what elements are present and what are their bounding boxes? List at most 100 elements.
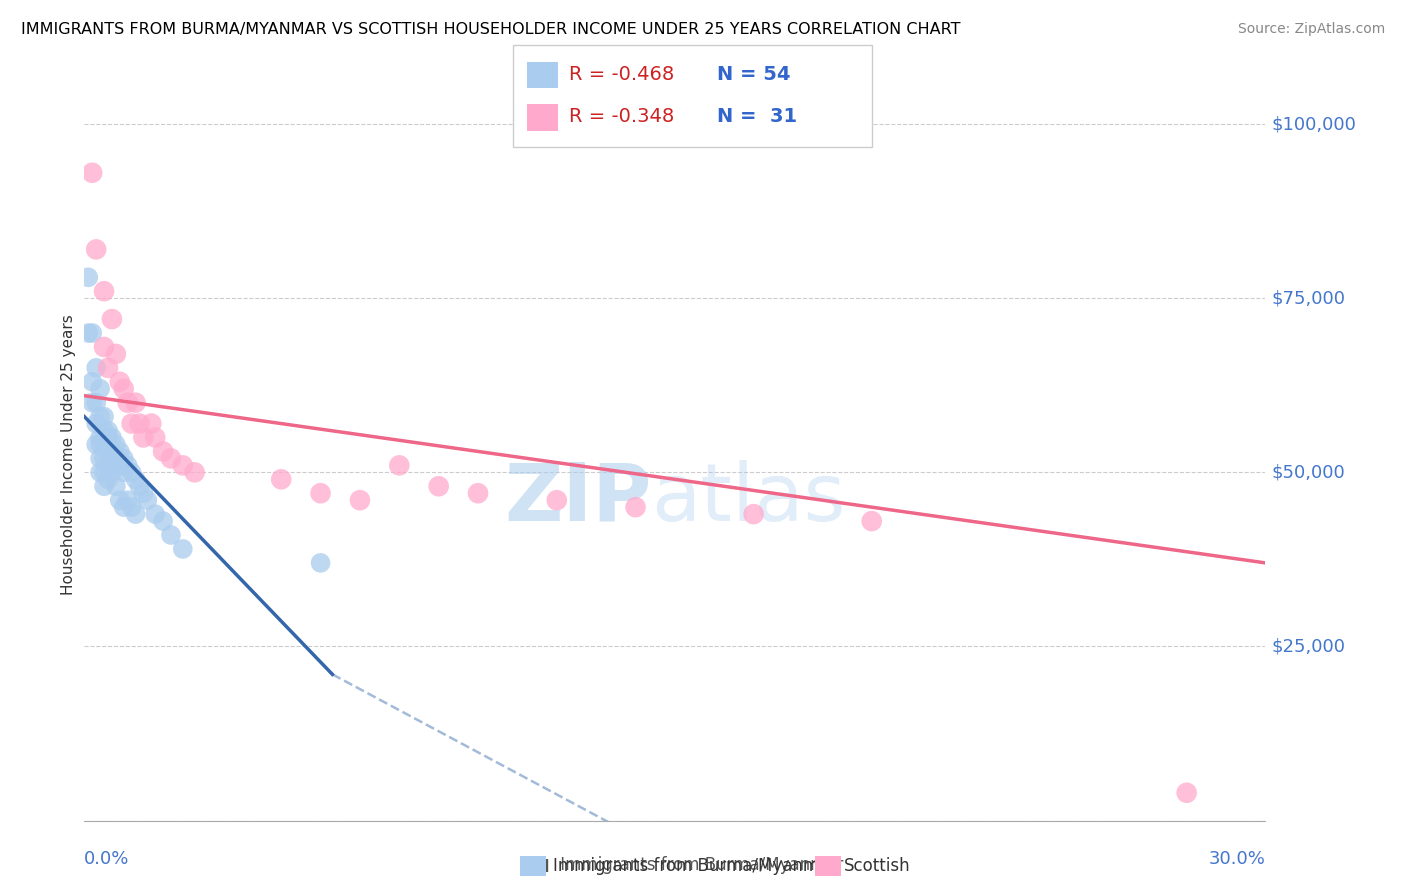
- Point: [467, 486, 489, 500]
- Point: [97, 424, 120, 438]
- Point: [112, 451, 135, 466]
- Point: [101, 466, 124, 480]
- Text: R = -0.468: R = -0.468: [569, 64, 675, 84]
- Point: [172, 458, 194, 473]
- Point: [84, 360, 107, 375]
- Point: [93, 479, 115, 493]
- Text: Source: ZipAtlas.com: Source: ZipAtlas.com: [1237, 22, 1385, 37]
- Point: [89, 430, 111, 444]
- Point: [93, 437, 115, 451]
- Point: [104, 451, 127, 466]
- Point: [82, 166, 104, 180]
- Point: [108, 444, 131, 458]
- Point: [546, 493, 568, 508]
- Point: [104, 437, 127, 451]
- Text: 30.0%: 30.0%: [1209, 850, 1265, 868]
- Point: [132, 486, 155, 500]
- Text: $100,000: $100,000: [1271, 115, 1357, 133]
- Point: [93, 451, 115, 466]
- Point: [160, 528, 183, 542]
- Point: [624, 500, 647, 515]
- Point: [124, 395, 146, 409]
- Text: $50,000: $50,000: [1271, 463, 1346, 482]
- Point: [427, 479, 450, 493]
- Point: [742, 507, 765, 521]
- Point: [160, 451, 183, 466]
- Text: N =  31: N = 31: [717, 107, 797, 127]
- Point: [93, 284, 115, 298]
- Text: $25,000: $25,000: [1271, 638, 1346, 656]
- Point: [860, 514, 883, 528]
- Point: [309, 556, 332, 570]
- Point: [183, 466, 205, 480]
- Point: [104, 347, 127, 361]
- Point: [152, 514, 174, 528]
- Point: [112, 500, 135, 515]
- Point: [89, 437, 111, 451]
- Point: [97, 360, 120, 375]
- Point: [108, 458, 131, 473]
- Point: [309, 486, 332, 500]
- Point: [121, 500, 143, 515]
- Text: R = -0.348: R = -0.348: [569, 107, 675, 127]
- Point: [97, 444, 120, 458]
- Point: [172, 541, 194, 556]
- Text: $75,000: $75,000: [1271, 289, 1346, 307]
- Point: [77, 270, 100, 285]
- Point: [128, 479, 150, 493]
- Point: [84, 243, 107, 257]
- Point: [112, 382, 135, 396]
- Point: [82, 395, 104, 409]
- Point: [101, 430, 124, 444]
- Point: [84, 395, 107, 409]
- Point: [104, 479, 127, 493]
- Text: ZIP: ZIP: [503, 459, 651, 538]
- Point: [124, 507, 146, 521]
- Point: [121, 466, 143, 480]
- Point: [152, 444, 174, 458]
- Point: [93, 424, 115, 438]
- Text: ■  Immigrants from Burma/Myanmar: ■ Immigrants from Burma/Myanmar: [534, 856, 844, 874]
- Point: [136, 493, 159, 508]
- Point: [1175, 786, 1198, 800]
- Y-axis label: Householder Income Under 25 years: Householder Income Under 25 years: [60, 315, 76, 595]
- Point: [97, 472, 120, 486]
- Point: [141, 417, 163, 431]
- Point: [101, 444, 124, 458]
- Point: [101, 312, 124, 326]
- Text: 0.0%: 0.0%: [84, 850, 129, 868]
- Point: [89, 382, 111, 396]
- Point: [84, 417, 107, 431]
- Point: [117, 395, 139, 409]
- Point: [121, 417, 143, 431]
- Point: [101, 451, 124, 466]
- Point: [108, 493, 131, 508]
- Point: [108, 375, 131, 389]
- Text: Immigrants from Burma/Myanmar: Immigrants from Burma/Myanmar: [553, 857, 835, 875]
- Point: [97, 458, 120, 473]
- Point: [117, 493, 139, 508]
- Point: [143, 430, 166, 444]
- Text: Scottish: Scottish: [844, 857, 910, 875]
- Text: atlas: atlas: [651, 459, 845, 538]
- Text: N = 54: N = 54: [717, 64, 790, 84]
- Point: [132, 430, 155, 444]
- Point: [349, 493, 371, 508]
- Point: [117, 458, 139, 473]
- Point: [82, 375, 104, 389]
- Point: [84, 437, 107, 451]
- Point: [97, 430, 120, 444]
- Point: [124, 472, 146, 486]
- Point: [128, 417, 150, 431]
- Point: [93, 340, 115, 354]
- Point: [112, 466, 135, 480]
- Point: [89, 409, 111, 424]
- Point: [388, 458, 411, 473]
- Point: [77, 326, 100, 340]
- Point: [93, 409, 115, 424]
- Point: [93, 466, 115, 480]
- Point: [270, 472, 292, 486]
- Text: IMMIGRANTS FROM BURMA/MYANMAR VS SCOTTISH HOUSEHOLDER INCOME UNDER 25 YEARS CORR: IMMIGRANTS FROM BURMA/MYANMAR VS SCOTTIS…: [21, 22, 960, 37]
- Point: [89, 466, 111, 480]
- Point: [89, 451, 111, 466]
